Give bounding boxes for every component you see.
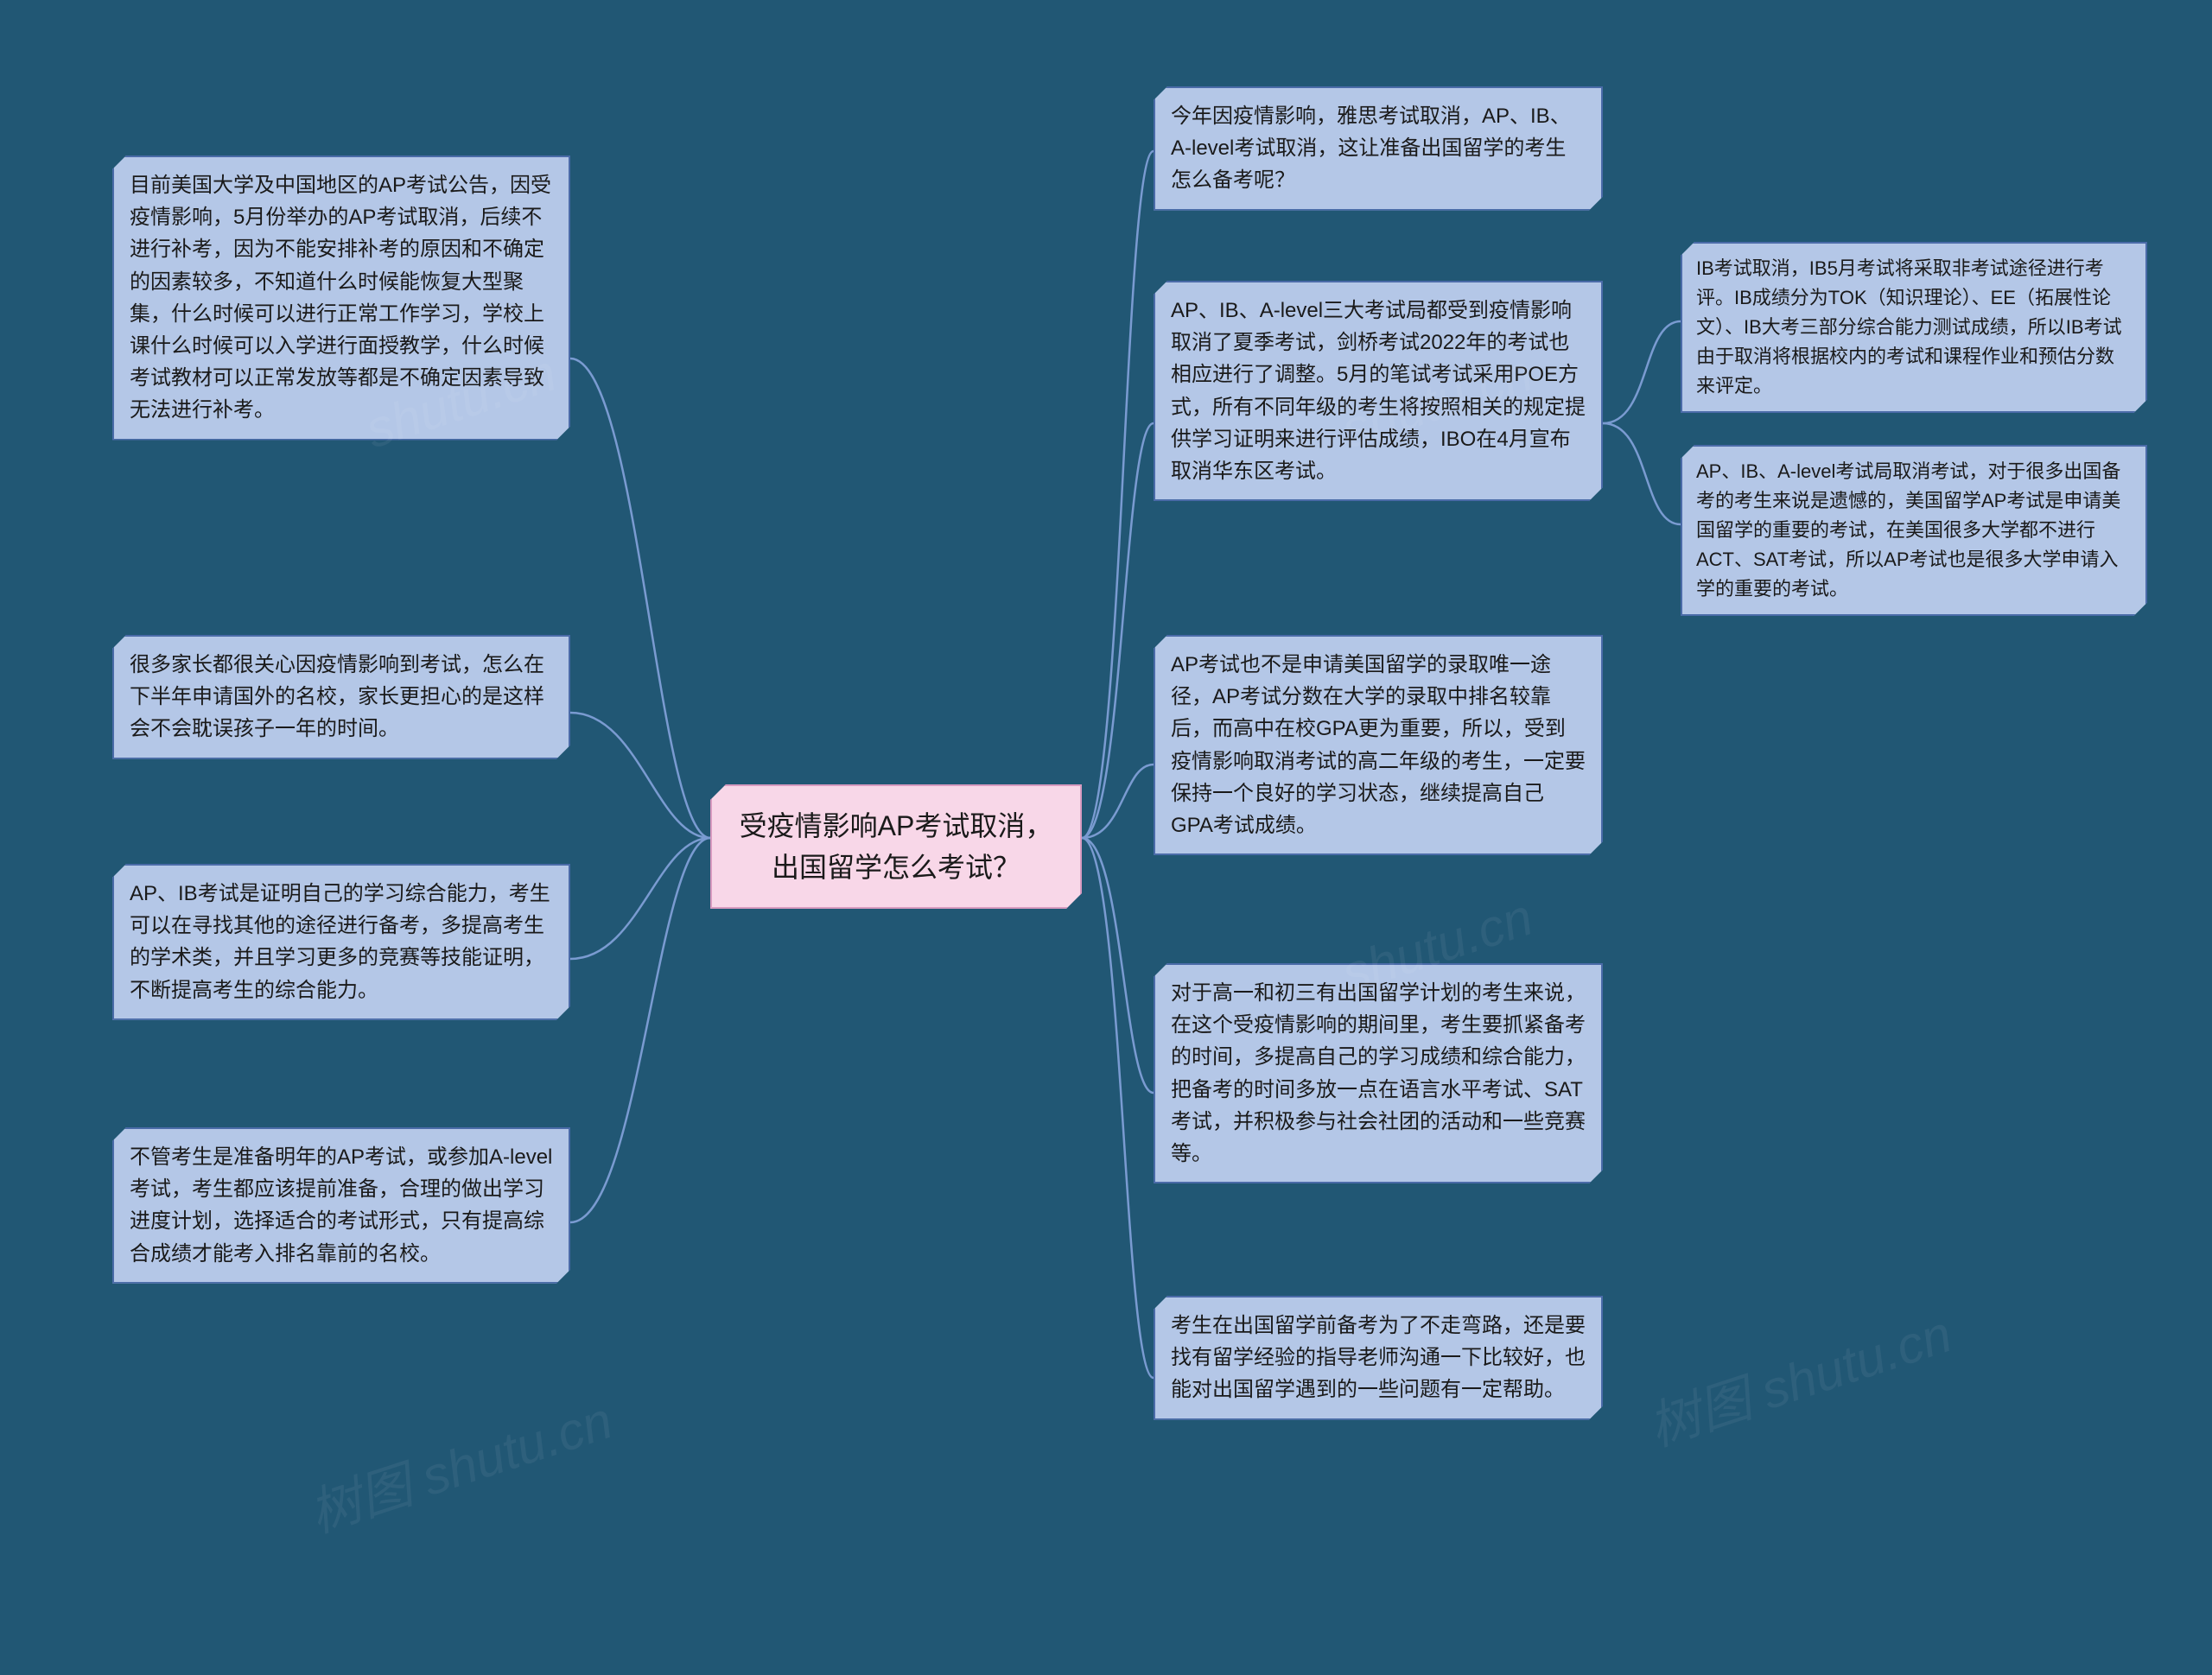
- connector: [1082, 151, 1154, 838]
- mindmap-node-s2[interactable]: AP、IB、A-level考试局取消考试，对于很多出国备考的考生来说是遗憾的，美…: [1681, 445, 2147, 616]
- center-topic[interactable]: 受疫情影响AP考试取消， 出国留学怎么考试？: [710, 784, 1082, 909]
- node-text: 目前美国大学及中国地区的AP考试公告，因受疫情影响，5月份举办的AP考试取消，后…: [130, 174, 551, 422]
- node-text: 对于高一和初三有出国留学计划的考生来说，在这个受疫情影响的期间里，考生要抓紧备考…: [1171, 981, 1586, 1165]
- connector: [1082, 765, 1154, 838]
- connector: [570, 358, 710, 838]
- mindmap-node-r2[interactable]: AP、IB、A-level三大考试局都受到疫情影响取消了夏季考试，剑桥考试202…: [1154, 281, 1603, 501]
- watermark: 树图 shutu.cn: [1637, 1292, 1960, 1461]
- connector: [1082, 838, 1154, 1378]
- watermark: 树图 shutu.cn: [298, 1379, 620, 1547]
- mindmap-node-r1[interactable]: 今年因疫情影响，雅思考试取消，AP、IB、A-level考试取消，这让准备出国留…: [1154, 86, 1603, 211]
- node-text: 考生在出国留学前备考为了不走弯路，还是要找有留学经验的指导老师沟通一下比较好，也…: [1171, 1314, 1586, 1401]
- connector: [1603, 423, 1681, 524]
- mindmap-node-r3[interactable]: AP考试也不是申请美国留学的录取唯一途径，AP考试分数在大学的录取中排名较靠后，…: [1154, 635, 1603, 855]
- node-text: AP、IB考试是证明自己的学习综合能力，考生可以在寻找其他的途径进行备考，多提高…: [130, 882, 550, 1002]
- node-text: AP考试也不是申请美国留学的录取唯一途径，AP考试分数在大学的录取中排名较靠后，…: [1171, 653, 1586, 837]
- node-text: IB考试取消，IB5月考试将采取非考试途径进行考评。IB成绩分为TOK（知识理论…: [1696, 257, 2122, 397]
- mindmap-node-s1[interactable]: IB考试取消，IB5月考试将采取非考试途径进行考评。IB成绩分为TOK（知识理论…: [1681, 242, 2147, 413]
- node-text: 不管考生是准备明年的AP考试，或参加A-level考试，考生都应该提前准备，合理…: [130, 1145, 552, 1266]
- node-text: AP、IB、A-level考试局取消考试，对于很多出国备考的考生来说是遗憾的，美…: [1696, 460, 2120, 600]
- mindmap-node-r5[interactable]: 考生在出国留学前备考为了不走弯路，还是要找有留学经验的指导老师沟通一下比较好，也…: [1154, 1296, 1603, 1420]
- mindmap-node-l1[interactable]: 目前美国大学及中国地区的AP考试公告，因受疫情影响，5月份举办的AP考试取消，后…: [112, 155, 570, 441]
- connector: [1082, 423, 1154, 838]
- mindmap-node-l2[interactable]: 很多家长都很关心因疫情影响到考试，怎么在下半年申请国外的名校，家长更担心的是这样…: [112, 635, 570, 759]
- connector: [570, 838, 710, 959]
- node-text: AP、IB、A-level三大考试局都受到疫情影响取消了夏季考试，剑桥考试202…: [1171, 299, 1586, 483]
- mindmap-node-r4[interactable]: 对于高一和初三有出国留学计划的考生来说，在这个受疫情影响的期间里，考生要抓紧备考…: [1154, 963, 1603, 1183]
- connector: [570, 838, 710, 1222]
- mindmap-node-l4[interactable]: 不管考生是准备明年的AP考试，或参加A-level考试，考生都应该提前准备，合理…: [112, 1127, 570, 1284]
- node-text: 很多家长都很关心因疫情影响到考试，怎么在下半年申请国外的名校，家长更担心的是这样…: [130, 653, 544, 740]
- connector: [1082, 838, 1154, 1093]
- node-text: 今年因疫情影响，雅思考试取消，AP、IB、A-level考试取消，这让准备出国留…: [1171, 105, 1571, 192]
- connector: [570, 713, 710, 838]
- mindmap-node-l3[interactable]: AP、IB考试是证明自己的学习综合能力，考生可以在寻找其他的途径进行备考，多提高…: [112, 864, 570, 1020]
- connector: [1603, 321, 1681, 423]
- center-topic-text: 受疫情影响AP考试取消， 出国留学怎么考试？: [740, 810, 1053, 883]
